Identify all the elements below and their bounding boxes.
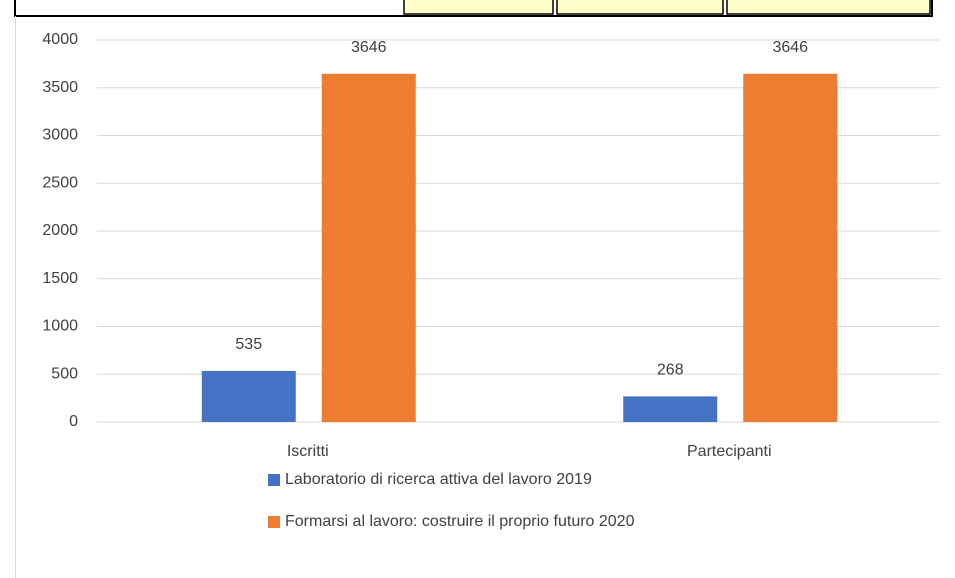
table-cell bbox=[403, 0, 554, 15]
x-tick-label: Partecipanti bbox=[687, 443, 772, 460]
legend-label: Formarsi al lavoro: costruire il proprio… bbox=[285, 513, 635, 530]
y-tick-label: 0 bbox=[69, 413, 78, 430]
bar bbox=[743, 73, 838, 422]
legend-swatch bbox=[268, 474, 280, 486]
data-label: 268 bbox=[657, 362, 684, 379]
bar bbox=[321, 73, 416, 422]
bar bbox=[201, 370, 296, 422]
legend-label: Laboratorio di ricerca attiva del lavoro… bbox=[285, 471, 592, 488]
y-tick-label: 1500 bbox=[42, 270, 78, 287]
table-cell bbox=[556, 0, 724, 15]
legend-swatch bbox=[268, 516, 280, 528]
x-tick-label: Iscritti bbox=[287, 443, 329, 460]
y-tick-label: 500 bbox=[51, 365, 78, 382]
data-label: 535 bbox=[235, 336, 262, 353]
data-label: 3646 bbox=[351, 39, 387, 56]
table-fragment bbox=[14, 0, 933, 17]
y-tick-label: 2500 bbox=[42, 174, 78, 191]
y-tick-label: 3500 bbox=[42, 79, 78, 96]
y-tick-label: 2000 bbox=[42, 222, 78, 239]
data-label: 3646 bbox=[772, 39, 808, 56]
y-tick-label: 4000 bbox=[42, 31, 78, 48]
bar bbox=[623, 396, 718, 422]
y-tick-label: 3000 bbox=[42, 127, 78, 144]
table-cell bbox=[726, 0, 931, 15]
y-tick-label: 1000 bbox=[42, 318, 78, 335]
